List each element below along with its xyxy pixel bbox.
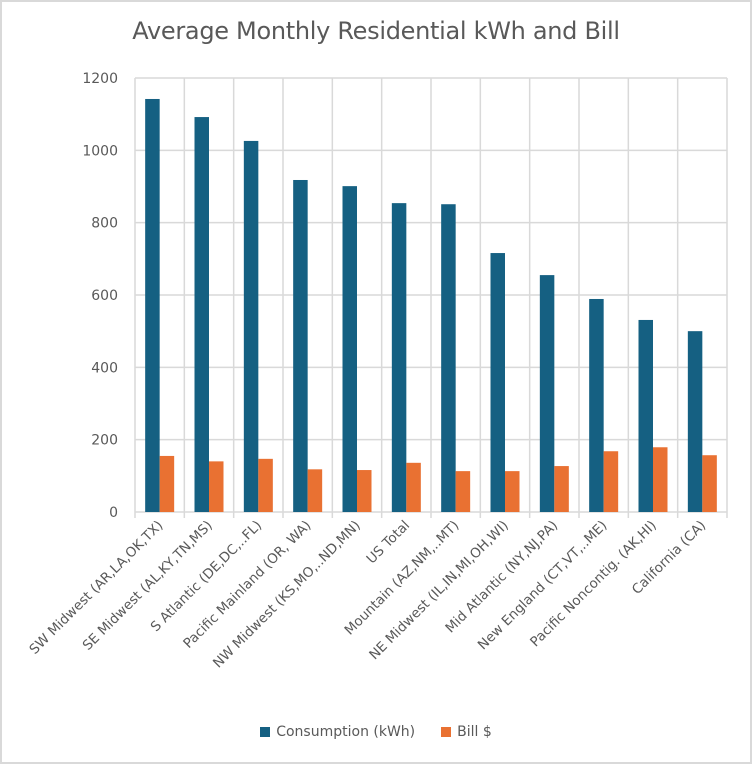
legend-swatch-consumption (260, 727, 271, 737)
legend: Consumption (kWh) Bill $ (0, 724, 752, 740)
y-tick-label: 400 (91, 360, 118, 376)
bar-consumption (687, 331, 703, 512)
bar-bill (209, 461, 224, 512)
legend-label-consumption: Consumption (kWh) (276, 724, 416, 740)
bar-consumption (145, 98, 160, 512)
y-tick-label: 1000 (82, 143, 118, 159)
bar-bill (406, 462, 421, 512)
bar-consumption (441, 204, 456, 512)
bar-consumption (638, 319, 653, 512)
chart-title: Average Monthly Residential kWh and Bill (132, 17, 620, 45)
bar-bill (357, 470, 372, 512)
bar-bill (653, 447, 668, 512)
x-tick-label: US Total (363, 518, 413, 568)
bar-consumption (194, 117, 209, 512)
bar-bill (603, 451, 619, 512)
y-tick-label: 600 (91, 288, 118, 304)
bar-consumption (342, 186, 357, 512)
bar-consumption (589, 298, 604, 512)
y-tick-label: 200 (91, 433, 118, 449)
bar-consumption (243, 140, 259, 512)
y-tick-label: 0 (109, 505, 118, 521)
bar-bill (554, 466, 569, 512)
bar-consumption (490, 253, 505, 512)
bar-bill (258, 458, 273, 512)
bar-consumption (539, 275, 555, 512)
bar-bill (505, 471, 520, 512)
bar-consumption (293, 179, 308, 513)
legend-item-consumption: Consumption (kWh) (260, 724, 415, 740)
legend-item-bill: Bill $ (441, 724, 492, 740)
legend-swatch-bill (441, 727, 452, 737)
bar-bill (307, 469, 323, 512)
bar-bill (702, 455, 717, 512)
bar-bill (455, 471, 471, 512)
legend-label-bill: Bill $ (457, 724, 492, 740)
bar-bill (159, 455, 175, 512)
y-tick-label: 1200 (82, 71, 118, 87)
y-tick-label: 800 (91, 216, 118, 232)
bar-consumption (391, 203, 407, 513)
